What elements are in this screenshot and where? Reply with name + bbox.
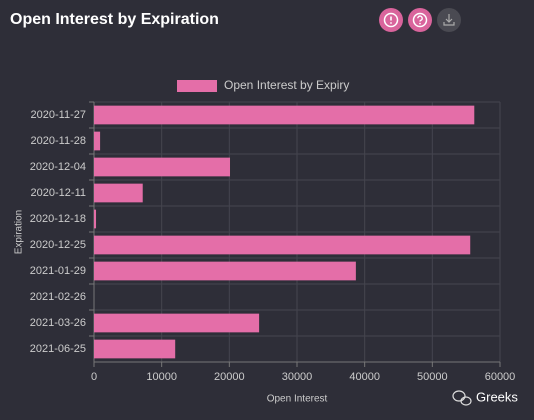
download-button[interactable]	[437, 8, 461, 32]
legend-label: Open Interest by Expiry	[224, 78, 349, 92]
y-tick-label: 2021-03-26	[30, 317, 86, 329]
x-axis-label: Open Interest	[267, 394, 328, 405]
help-button[interactable]	[408, 8, 432, 32]
x-tick-label: 40000	[349, 371, 380, 383]
y-tick-label: 2020-11-27	[31, 109, 86, 121]
x-tick-label: 0	[91, 371, 97, 383]
x-tick-label: 60000	[485, 371, 516, 383]
bar	[94, 131, 101, 151]
info-button[interactable]	[379, 8, 403, 32]
x-tick-label: 50000	[417, 371, 448, 383]
y-tick-label: 2020-12-25	[30, 239, 86, 251]
x-tick-label: 30000	[282, 371, 313, 383]
bar	[94, 339, 176, 359]
y-tick-label: 2020-12-18	[30, 213, 86, 225]
watermark: Greeks	[476, 389, 518, 404]
y-axis-label: Expiration	[14, 210, 25, 254]
bar	[94, 157, 231, 177]
y-tick-label: 2021-06-25	[30, 343, 86, 355]
bar	[94, 313, 260, 333]
bar	[94, 183, 143, 203]
y-tick-label: 2020-11-28	[31, 135, 86, 147]
wechat-icon	[452, 390, 472, 406]
x-tick-label: 20000	[214, 371, 245, 383]
x-tick-label: 10000	[146, 371, 177, 383]
bar	[94, 209, 97, 229]
legend-swatch	[177, 80, 217, 92]
y-tick-label: 2020-12-04	[30, 161, 86, 173]
page-title: Open Interest by Expiration	[10, 11, 219, 28]
bar	[94, 261, 356, 281]
y-tick-label: 2020-12-11	[31, 187, 86, 199]
bar	[94, 105, 475, 125]
y-tick-label: 2021-02-26	[30, 291, 86, 303]
y-tick-label: 2021-01-29	[30, 265, 86, 277]
bar	[94, 235, 471, 255]
